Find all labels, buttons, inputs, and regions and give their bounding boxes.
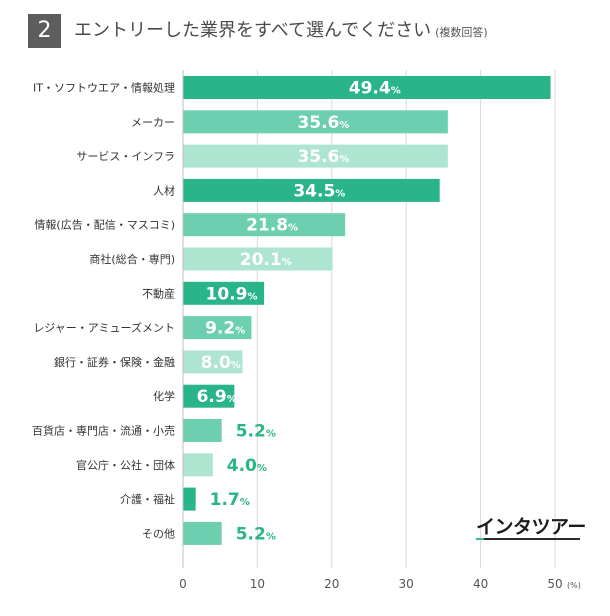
bar bbox=[183, 144, 448, 168]
bar bbox=[183, 521, 222, 545]
data-label-value: 8.0 bbox=[201, 353, 231, 373]
data-label: 5.2% bbox=[236, 524, 276, 544]
data-label-unit: % bbox=[266, 429, 276, 440]
data-label: 8.0% bbox=[201, 353, 241, 373]
data-label-unit: % bbox=[248, 291, 258, 302]
data-label-value: 35.6 bbox=[297, 113, 339, 133]
category-label: その他 bbox=[142, 527, 175, 540]
data-label-unit: % bbox=[266, 531, 276, 542]
category-label: レジャー・アミューズメント bbox=[33, 321, 175, 335]
data-label-unit: % bbox=[391, 86, 401, 97]
data-label-unit: % bbox=[339, 154, 349, 165]
category-label: 化学 bbox=[153, 389, 175, 403]
category-label: 不動産 bbox=[142, 286, 175, 300]
chart-title-text: エントリーした業界をすべて選んでください bbox=[74, 20, 432, 41]
category-label: IT・ソフトウエア・情報処理 bbox=[33, 82, 175, 95]
data-label-value: 35.6 bbox=[297, 147, 339, 167]
data-label-value: 9.2 bbox=[205, 319, 235, 339]
data-label: 20.1% bbox=[240, 250, 292, 270]
data-label-unit: % bbox=[257, 463, 267, 474]
bar bbox=[183, 384, 235, 408]
data-label-value: 34.5 bbox=[293, 181, 335, 201]
data-label-unit: % bbox=[335, 188, 345, 199]
data-label: 10.9% bbox=[206, 284, 258, 304]
x-tick-label: 10 bbox=[250, 577, 265, 591]
x-tick-label: 30 bbox=[399, 577, 414, 591]
data-label-value: 21.8 bbox=[246, 216, 288, 236]
intatour-logo: インタツアー bbox=[476, 512, 586, 540]
data-label: 4.0% bbox=[227, 456, 267, 476]
logo-text: インタツアー bbox=[476, 516, 586, 538]
category-label: サービス・インフラ bbox=[76, 150, 175, 163]
data-label-value: 20.1 bbox=[240, 250, 282, 270]
bar bbox=[183, 316, 252, 340]
category-label: メーカー bbox=[131, 116, 175, 129]
bar bbox=[183, 178, 440, 202]
data-label: 9.2% bbox=[205, 319, 245, 339]
chart-subtitle: (複数回答) bbox=[435, 26, 488, 39]
data-label: 35.6% bbox=[297, 113, 349, 133]
data-label: 21.8% bbox=[246, 216, 298, 236]
bar bbox=[183, 487, 196, 511]
bar bbox=[183, 76, 551, 99]
data-label-unit: % bbox=[288, 223, 298, 234]
category-label: 人材 bbox=[153, 183, 175, 197]
category-label: 介護・福祉 bbox=[120, 492, 175, 506]
data-label-unit: % bbox=[339, 120, 349, 131]
bar bbox=[183, 247, 333, 271]
question-number-badge: 2 bbox=[28, 14, 61, 48]
data-label-value: 49.4 bbox=[349, 79, 391, 99]
data-label-value: 1.7 bbox=[210, 490, 240, 510]
chart-title: エントリーした業界をすべて選んでください (複数回答) bbox=[74, 16, 488, 46]
bar bbox=[183, 281, 265, 305]
data-label-value: 10.9 bbox=[206, 284, 248, 304]
data-label: 5.2% bbox=[236, 422, 276, 442]
bar bbox=[183, 213, 346, 237]
x-tick-label: 0 bbox=[179, 577, 187, 591]
data-label-value: 4.0 bbox=[227, 456, 257, 476]
data-label-unit: % bbox=[231, 360, 241, 371]
chart-header: 2 エントリーした業界をすべて選んでください (複数回答) bbox=[0, 14, 610, 48]
data-label-unit: % bbox=[240, 497, 250, 508]
bar bbox=[183, 350, 243, 374]
category-label: 商社(総合・専門) bbox=[89, 252, 175, 266]
x-tick-label: 50 bbox=[547, 577, 562, 591]
category-label: 銀行・証券・保険・金融 bbox=[54, 355, 175, 369]
data-label: 34.5% bbox=[293, 181, 345, 201]
x-unit-label: (%) bbox=[567, 581, 581, 590]
bar bbox=[183, 110, 448, 134]
category-label: 百貨店・専門店・流通・小売 bbox=[32, 424, 175, 438]
data-label-value: 6.9 bbox=[197, 387, 227, 407]
data-label: 1.7% bbox=[210, 490, 250, 510]
category-label: 官公庁・公社・団体 bbox=[76, 458, 175, 472]
data-label-unit: % bbox=[227, 394, 237, 405]
x-tick-label: 40 bbox=[473, 577, 488, 591]
bar bbox=[183, 419, 222, 442]
logo-underline bbox=[484, 538, 580, 540]
data-label: 35.6% bbox=[297, 147, 349, 167]
logo-accent-line bbox=[476, 538, 484, 540]
x-tick-label: 20 bbox=[324, 577, 339, 591]
data-label: 6.9% bbox=[197, 387, 237, 407]
data-label-unit: % bbox=[235, 326, 245, 337]
data-label-unit: % bbox=[282, 257, 292, 268]
data-label-value: 5.2 bbox=[236, 422, 266, 442]
data-label-value: 5.2 bbox=[236, 524, 266, 544]
data-label: 49.4% bbox=[349, 79, 401, 99]
bar bbox=[183, 453, 213, 477]
category-label: 情報(広告・配信・マスコミ) bbox=[34, 219, 175, 232]
